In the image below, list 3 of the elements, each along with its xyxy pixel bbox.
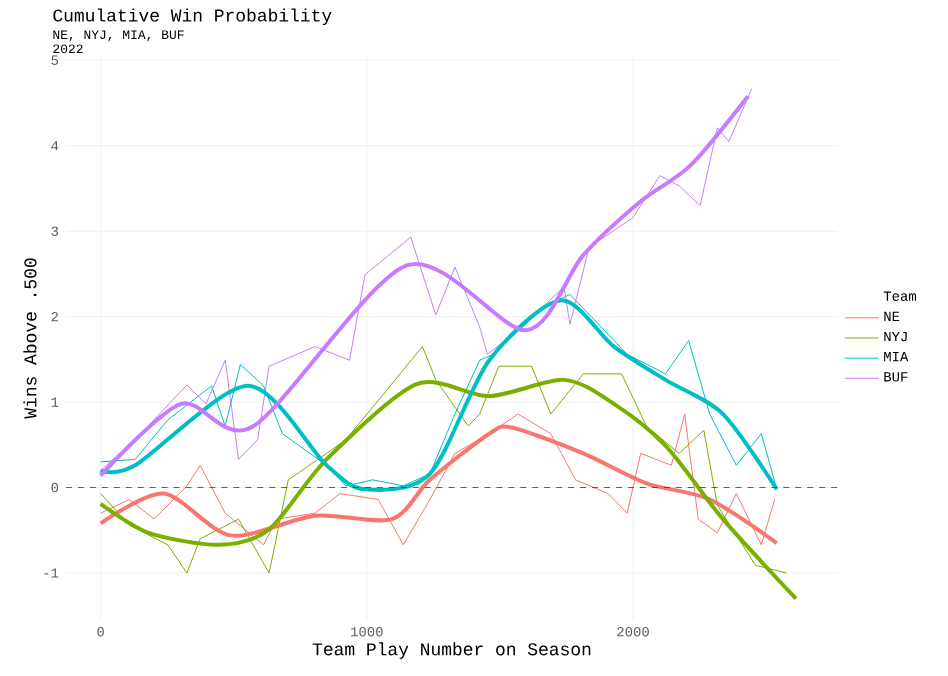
chart-title: Cumulative Win Probability <box>53 8 332 26</box>
x-axis-title: Team Play Number on Season <box>312 642 591 659</box>
y-axis-title: Wins Above .500 <box>23 258 37 419</box>
